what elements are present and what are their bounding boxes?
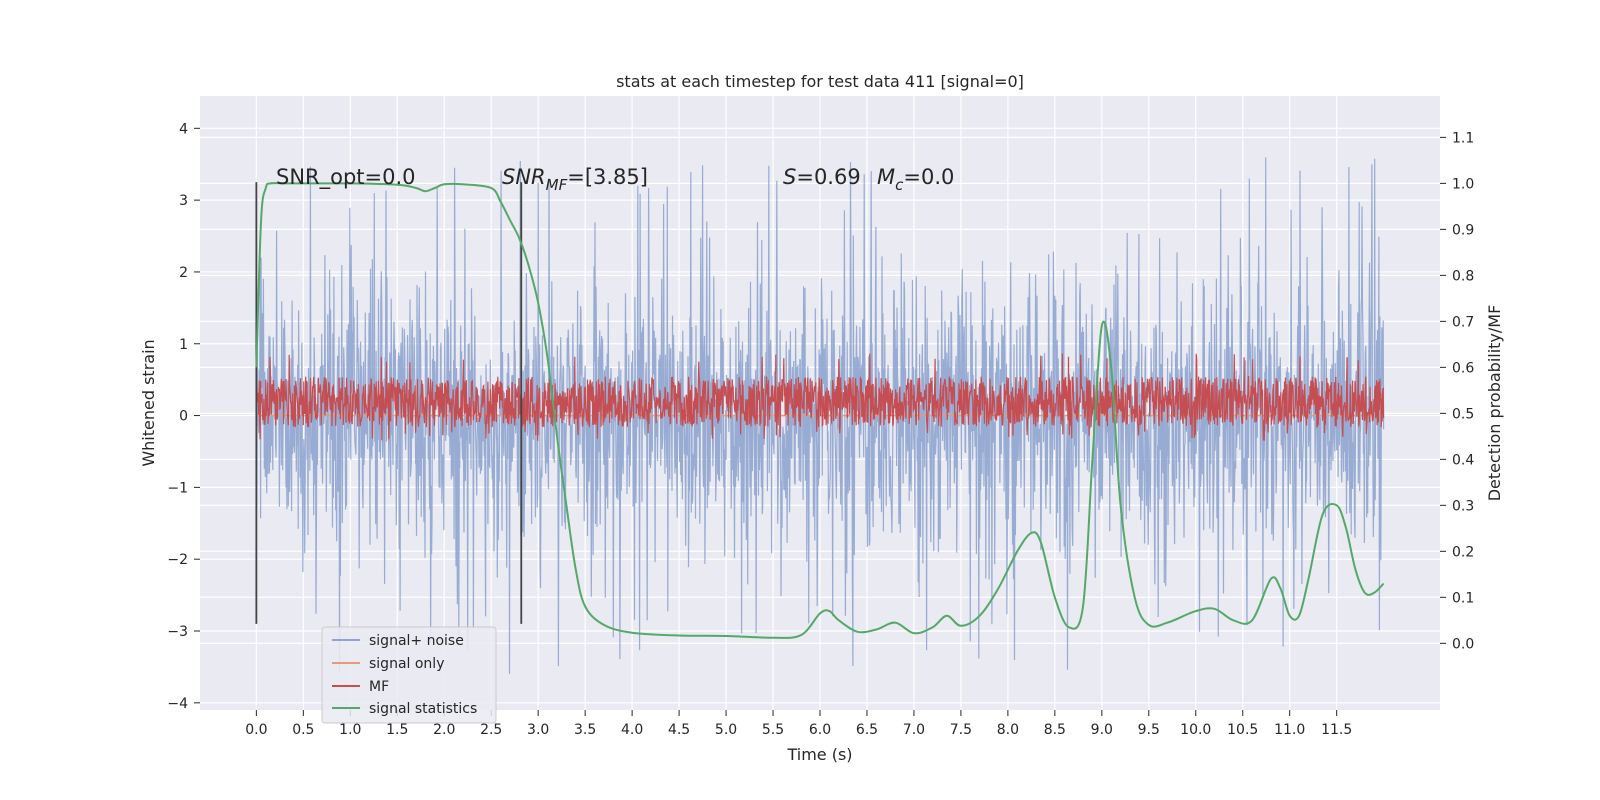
x-tick-label: 2.5: [480, 722, 502, 738]
x-tick-label: 10.5: [1227, 722, 1258, 738]
y2-tick-label: 0.7: [1452, 314, 1474, 330]
y-tick-label: 1: [179, 337, 188, 353]
plot-marks: [255, 157, 1385, 674]
x-tick-label: 3.0: [527, 722, 549, 738]
x-tick-label: 7.0: [903, 722, 925, 738]
chart-title: stats at each timestep for test data 411…: [616, 72, 1024, 91]
y-tick-label: −3: [167, 624, 188, 640]
x-tick-label: 11.5: [1321, 722, 1352, 738]
x-tick-label: 10.0: [1180, 722, 1211, 738]
x-tick-label: 5.5: [762, 722, 784, 738]
y2-tick-label: 0.8: [1452, 268, 1474, 284]
annotation-snr-mf: SNRMF=[3.85]: [502, 165, 648, 194]
x-tick-label: 7.5: [950, 722, 972, 738]
x-tick-label: 4.5: [668, 722, 690, 738]
y2-tick-label: 0.3: [1452, 498, 1474, 514]
legend-label-mf: MF: [369, 679, 389, 695]
x-tick-label: 0.5: [292, 722, 314, 738]
y2-tick-label: 1.0: [1452, 176, 1474, 192]
legend-label-signal-only: signal only: [369, 656, 444, 672]
y-tick-label: 2: [179, 265, 188, 281]
x-axis-label: Time (s): [786, 745, 852, 764]
legend-label-signal-statistics: signal statistics: [369, 701, 477, 717]
y2-tick-label: 0.1: [1452, 590, 1474, 606]
y2-tick-label: 0.6: [1452, 360, 1474, 376]
x-tick-label: 8.0: [997, 722, 1019, 738]
series-mf: [255, 353, 1385, 441]
x-tick-label: 9.0: [1091, 722, 1113, 738]
y2-axis-label: Detection probability/MF: [1485, 305, 1504, 502]
x-tick-label: 9.5: [1138, 722, 1160, 738]
y-tick-label: −2: [167, 552, 188, 568]
legend-box: [321, 626, 497, 724]
x-tick-label: 0.0: [245, 722, 267, 738]
y2-tick-label: 0.0: [1452, 636, 1474, 652]
y-axis-label: Whitened strain: [139, 339, 158, 466]
axes: 0.0 0.5 1.0 1.5 2.0 2.5 3.0 3.5 4.0 4.5 5.0 5.5 6.0 6…: [167, 121, 1474, 738]
y2-tick-label: 0.4: [1452, 452, 1474, 468]
x-tick-label: 11.0: [1274, 722, 1305, 738]
y2-tick-label: 1.1: [1452, 130, 1474, 146]
y-tick-label: −4: [167, 696, 188, 712]
y-tick-label: 3: [179, 193, 188, 209]
annotation-s: S=0.69: [783, 165, 861, 189]
x-tick-label: 5.0: [715, 722, 737, 738]
y-tick-label: −1: [167, 480, 188, 496]
y-tick-label: 0: [179, 409, 188, 425]
x-tick-label: 6.0: [809, 722, 831, 738]
x-tick-label: 8.5: [1044, 722, 1066, 738]
legend-label-signal-noise: signal+ noise: [369, 633, 464, 649]
annotations: SNR_opt=0.0 SNRMF=[3.85] S=0.69 Mc=0.0: [276, 165, 954, 194]
y2-tick-label: 0.5: [1452, 406, 1474, 422]
x-tick-label: 3.5: [574, 722, 596, 738]
series-signal-statistics: [255, 182, 1385, 639]
x-tick-label: 1.5: [386, 722, 408, 738]
x-tick-label: 4.0: [621, 722, 643, 738]
y-tick-label: 4: [179, 121, 188, 137]
y2-tick-label: 0.9: [1452, 222, 1474, 238]
x-tick-label: 6.5: [856, 722, 878, 738]
x-tick-label: 2.0: [433, 722, 455, 738]
annotation-mc: Mc=0.0: [877, 165, 954, 194]
y2-tick-label: 0.2: [1452, 544, 1474, 560]
x-tick-label: 1.0: [339, 722, 361, 738]
annotation-snr-opt: SNR_opt=0.0: [276, 165, 416, 190]
legend: signal+ noise signal only MF signal stat…: [321, 626, 497, 724]
